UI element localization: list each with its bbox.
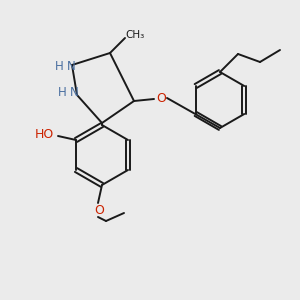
Text: O: O bbox=[156, 92, 166, 104]
Text: N: N bbox=[70, 85, 78, 98]
Text: N: N bbox=[67, 61, 75, 74]
Text: CH₃: CH₃ bbox=[125, 30, 145, 40]
Text: HO: HO bbox=[34, 128, 54, 142]
Text: H: H bbox=[58, 85, 66, 98]
Text: H: H bbox=[55, 61, 63, 74]
Text: O: O bbox=[94, 205, 104, 218]
